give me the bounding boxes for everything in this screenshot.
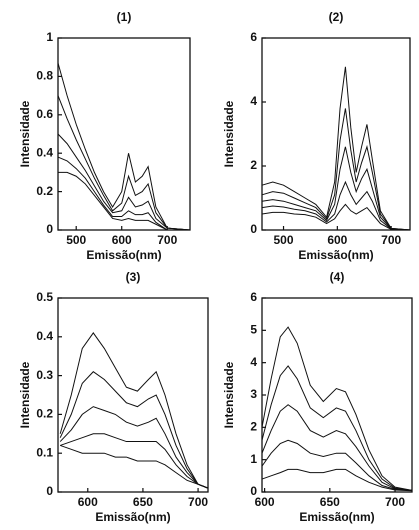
plot-frame [261, 37, 411, 231]
y-axis-label: Intensidade [18, 361, 32, 428]
y-tick-label: 0 [46, 222, 53, 236]
y-tick-label: 0.5 [36, 290, 53, 304]
y-axis-label: Intensidade [18, 100, 32, 167]
y-tick-label: 0 [250, 222, 257, 236]
panel: (3) Emissão(nm) Intensidade 600 650 700 0 0.1 0.… [18, 270, 209, 524]
spectrum-line [261, 108, 411, 231]
spectrum-line [261, 180, 411, 231]
spectrum-line [261, 326, 413, 491]
spectrum-line [57, 95, 191, 231]
panel: (1) Emissão(nm) Intensidade 500 600 700 0 0.2 0.… [18, 10, 191, 262]
x-tick-label: 700 [188, 495, 208, 509]
y-axis-label: Intensidade [222, 100, 236, 167]
panel-title: (4) [330, 270, 345, 284]
y-tick-label: 0.6 [36, 107, 53, 121]
plot-frame [57, 37, 191, 231]
x-tick-label: 650 [133, 495, 153, 509]
y-tick-label: 0.2 [36, 184, 53, 198]
spectrum-line [261, 439, 413, 491]
spectrum-line [261, 365, 413, 491]
spectrum-line [58, 171, 190, 231]
spectrum-line [261, 203, 411, 231]
x-axis-label: Emissão(nm) [95, 510, 170, 524]
plot-frame [57, 297, 209, 493]
x-axis-label: Emissão(nm) [86, 248, 161, 262]
panel: (4) Emissão(nm) Intensidade 600 650 700 0 1 2 3 4 5… [222, 270, 413, 524]
y-tick-label: 0.1 [36, 445, 53, 459]
x-tick-label: 500 [66, 233, 86, 247]
y-tick-label: 4 [250, 94, 257, 108]
spectrum-line [59, 406, 209, 489]
spectrum-line [57, 133, 191, 231]
y-tick-label: 0 [46, 484, 53, 498]
y-tick-label: 6 [250, 30, 257, 44]
spectrum-line [261, 404, 413, 491]
spectrum-line [261, 66, 411, 231]
spectrum-line [57, 62, 191, 231]
x-tick-label: 700 [157, 233, 177, 247]
y-tick-label: 2 [250, 420, 257, 434]
x-tick-label: 700 [381, 233, 401, 247]
y-tick-label: 0.2 [36, 407, 53, 421]
x-tick-label: 700 [385, 495, 405, 509]
x-axis-label: Emissão(nm) [298, 248, 373, 262]
spectrum-line [59, 332, 209, 489]
spectrum-line [60, 433, 209, 489]
x-axis-label: Emissão(nm) [299, 510, 374, 524]
spectrum-line [261, 146, 411, 231]
y-tick-label: 0.4 [36, 145, 53, 159]
x-tick-label: 600 [112, 233, 132, 247]
x-tick-label: 600 [255, 495, 275, 509]
y-tick-label: 1 [250, 452, 257, 466]
x-tick-label: 600 [327, 233, 347, 247]
y-tick-label: 5 [250, 323, 257, 337]
panel: (2) Emissão(nm) Intensidade 500 600 700 0 2 4 6 [222, 10, 411, 262]
y-tick-label: 0.3 [36, 368, 53, 382]
y-tick-label: 0.4 [36, 329, 53, 343]
plot-frame [261, 297, 413, 493]
y-tick-label: 1 [46, 30, 53, 44]
y-tick-label: 0 [250, 484, 257, 498]
panel-title: (2) [329, 10, 344, 24]
y-tick-label: 4 [250, 355, 257, 369]
x-tick-label: 650 [320, 495, 340, 509]
spectrum-line [60, 444, 209, 489]
y-tick-label: 3 [250, 387, 257, 401]
x-tick-label: 500 [274, 233, 294, 247]
spectrum-line [261, 468, 413, 492]
y-tick-label: 0.8 [36, 69, 53, 83]
x-tick-label: 600 [78, 495, 98, 509]
y-tick-label: 6 [250, 290, 257, 304]
y-axis-label: Intensidade [222, 361, 236, 428]
panel-title: (3) [126, 270, 141, 284]
y-tick-label: 2 [250, 158, 257, 172]
spectrum-line [59, 371, 209, 489]
panel-title: (1) [117, 10, 132, 24]
spectrum-line [57, 156, 190, 231]
